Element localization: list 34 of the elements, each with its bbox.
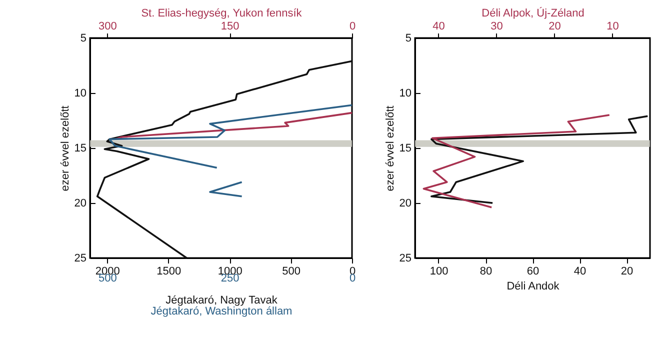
y-tick-label: 10	[399, 88, 412, 100]
y-tick-label: 5	[80, 32, 86, 44]
y-tick-label: 20	[74, 198, 86, 210]
y-axis-title: ezer évvel ezelőtt	[384, 106, 396, 192]
x-tick-label: 1500	[156, 266, 182, 278]
x2-tick-label: 10	[606, 20, 619, 32]
x-tick-label: 500	[282, 266, 300, 278]
x-axis-title: Jégtakaró, Washington állam	[150, 306, 292, 318]
x2-tick-label: 40	[432, 20, 445, 32]
x2-tick-label: 30	[490, 20, 503, 32]
x-axis-title: Jégtakaró, Nagy Tavak	[166, 294, 278, 306]
x-axis-title: Déli Andok	[506, 280, 560, 292]
y-axis-title: ezer évvel ezelőtt	[59, 106, 72, 192]
y-tick-label: 15	[399, 142, 412, 154]
y-tick-label: 25	[399, 252, 412, 264]
x2-tick-label: 20	[548, 20, 561, 32]
x2-tick-label: 0	[349, 20, 356, 32]
y-tick-label: 25	[74, 252, 86, 264]
x-tick-label: 40	[574, 266, 586, 278]
y-tick-label: 20	[399, 198, 412, 210]
x2-tick-label: 300	[98, 20, 117, 32]
line-series	[96, 60, 353, 259]
y-tick-label: 10	[74, 88, 86, 100]
x-tick-label: 20	[620, 266, 634, 278]
x-tick-label: 60	[526, 266, 540, 278]
x2-tick-label: 150	[220, 20, 240, 32]
x-tick-label: 80	[480, 266, 492, 278]
y-tick-label: 5	[405, 32, 412, 44]
y-tick-label: 15	[74, 142, 86, 154]
line-series	[430, 115, 649, 204]
x-tick-label: 0	[349, 272, 356, 284]
x-tick-label: 100	[430, 266, 448, 278]
x2-axis-title: Déli Alpok, Új-Zéland	[482, 6, 584, 20]
x2-axis-title: St. Elias-hegység, Yukon fennsík	[141, 8, 302, 20]
